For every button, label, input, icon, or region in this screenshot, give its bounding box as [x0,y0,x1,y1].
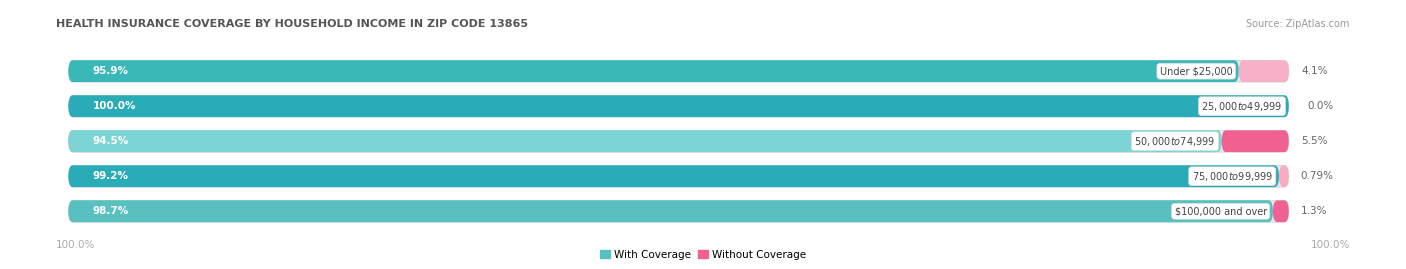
Text: 4.1%: 4.1% [1301,66,1327,76]
Text: 94.5%: 94.5% [93,136,129,146]
FancyBboxPatch shape [69,200,1272,222]
FancyBboxPatch shape [69,165,1289,187]
Text: HEALTH INSURANCE COVERAGE BY HOUSEHOLD INCOME IN ZIP CODE 13865: HEALTH INSURANCE COVERAGE BY HOUSEHOLD I… [56,19,529,29]
Text: 1.3%: 1.3% [1301,206,1327,216]
FancyBboxPatch shape [69,60,1239,82]
Text: $100,000 and over: $100,000 and over [1174,206,1267,216]
FancyBboxPatch shape [1222,130,1289,152]
Text: 5.5%: 5.5% [1301,136,1327,146]
Text: 0.0%: 0.0% [1308,101,1333,111]
Text: 0.79%: 0.79% [1301,171,1334,181]
FancyBboxPatch shape [69,130,1289,152]
FancyBboxPatch shape [69,60,1239,82]
Text: $50,000 to $74,999: $50,000 to $74,999 [1135,135,1216,148]
Text: Under $25,000: Under $25,000 [1160,66,1233,76]
Text: $75,000 to $99,999: $75,000 to $99,999 [1192,170,1272,183]
Text: 99.2%: 99.2% [93,171,129,181]
FancyBboxPatch shape [1272,200,1289,222]
FancyBboxPatch shape [69,130,1222,152]
FancyBboxPatch shape [69,165,1279,187]
Text: $25,000 to $49,999: $25,000 to $49,999 [1202,100,1282,113]
Text: Source: ZipAtlas.com: Source: ZipAtlas.com [1246,19,1350,29]
Text: 100.0%: 100.0% [93,101,136,111]
FancyBboxPatch shape [69,95,1289,117]
FancyBboxPatch shape [69,200,1289,222]
FancyBboxPatch shape [69,60,1289,82]
Text: 98.7%: 98.7% [93,206,129,216]
FancyBboxPatch shape [69,130,1222,152]
Text: 100.0%: 100.0% [1310,240,1350,250]
FancyBboxPatch shape [69,200,1272,222]
FancyBboxPatch shape [69,95,1289,117]
Legend: With Coverage, Without Coverage: With Coverage, Without Coverage [596,245,810,264]
FancyBboxPatch shape [1279,165,1289,187]
FancyBboxPatch shape [69,95,1289,117]
Text: 95.9%: 95.9% [93,66,129,76]
Text: 100.0%: 100.0% [56,240,96,250]
FancyBboxPatch shape [69,165,1279,187]
FancyBboxPatch shape [1239,60,1289,82]
